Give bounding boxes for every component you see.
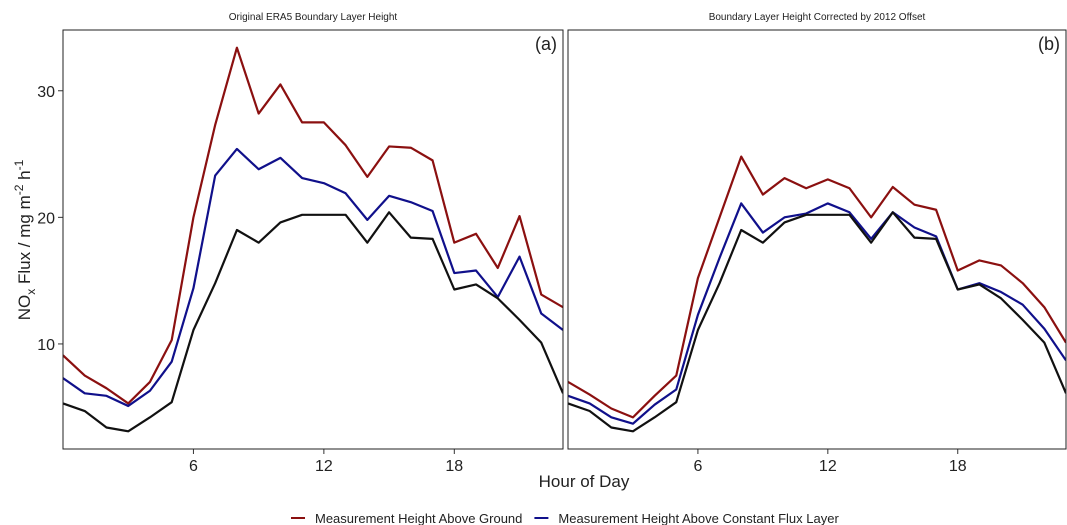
x-tick-label: 18 xyxy=(949,458,967,475)
y-label-part: -1 xyxy=(12,159,26,170)
y-label-part: h xyxy=(15,170,34,184)
y-axis-label: NOx Flux / mg m-2 h-1 xyxy=(12,159,38,320)
plot-area xyxy=(63,46,563,433)
x-tick-label: 6 xyxy=(189,458,198,475)
x-tick-label: 6 xyxy=(693,458,702,475)
series-line xyxy=(568,211,1066,433)
series-line xyxy=(568,155,1066,419)
panel-frame xyxy=(567,29,1067,450)
x-tick-label: 12 xyxy=(819,458,837,475)
x-tick-label: 12 xyxy=(315,458,333,475)
y-label-part: Flux / mg m xyxy=(15,195,34,289)
panel-frame xyxy=(62,29,564,450)
y-tick-label: 20 xyxy=(37,210,55,227)
y-label-part: -2 xyxy=(12,184,26,195)
panel-label: (b) xyxy=(1038,34,1060,54)
plot-area xyxy=(568,155,1066,433)
y-tick-label: 10 xyxy=(37,337,55,354)
series-line xyxy=(568,202,1066,425)
panel-label: (a) xyxy=(535,34,557,54)
legend-label: Measurement Height Above Ground xyxy=(315,511,522,525)
series-line xyxy=(63,211,563,433)
panel-title: Original ERA5 Boundary Layer Height xyxy=(229,12,398,23)
x-axis-label: Hour of Day xyxy=(539,472,630,491)
series-line xyxy=(63,147,563,408)
panel-title: Boundary Layer Height Corrected by 2012 … xyxy=(709,12,926,23)
legend-label: Measurement Height Above Constant Flux L… xyxy=(558,511,839,525)
series-line xyxy=(63,46,563,405)
y-label-part: x xyxy=(24,289,38,295)
x-tick-label: 18 xyxy=(445,458,463,475)
y-tick-label: 30 xyxy=(37,84,55,101)
y-label-part: NO xyxy=(15,295,34,321)
